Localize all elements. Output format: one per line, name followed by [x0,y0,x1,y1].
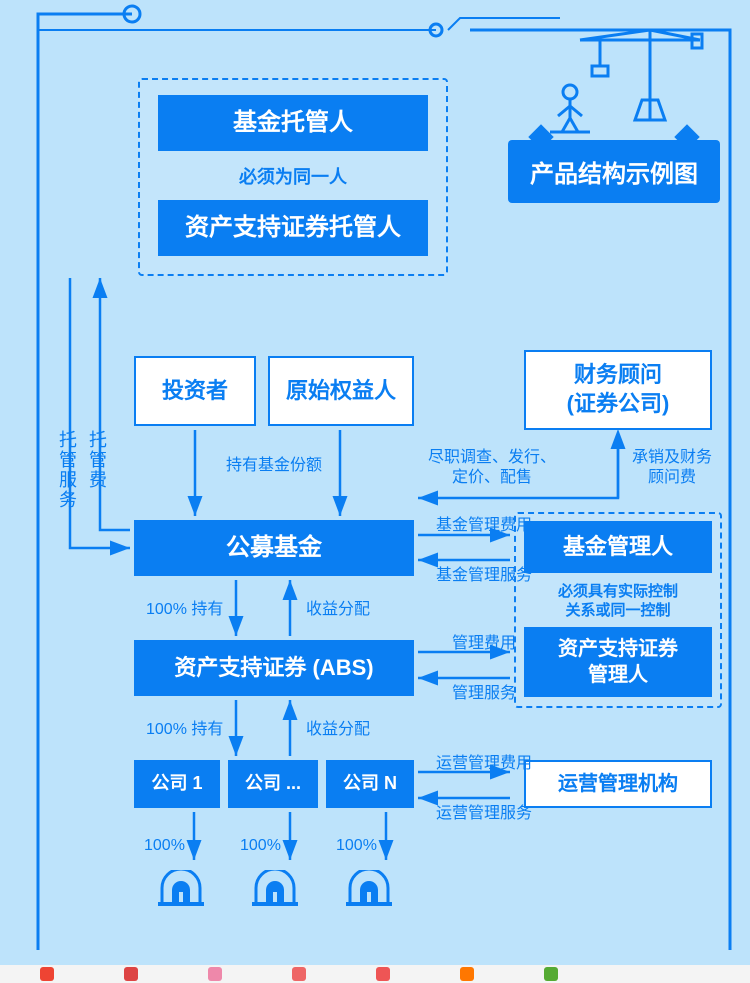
node-custodian_abs: 资产支持证券托管人 [158,200,428,256]
node-fin_advisor: 财务顾问 (证券公司) [524,350,712,430]
edge-label-pct3: 100% [336,836,377,856]
crane-illustration [540,20,710,140]
edge-label-pct1: 100% [144,836,185,856]
node-fund_manager: 基金管理人 [524,521,712,573]
edge-label-op_svc: 运营管理服务 [436,804,532,824]
custody-fee-label: 托管费 [84,430,110,490]
taskbar-app-icon [292,967,306,981]
edge-label-income1: 收益分配 [306,600,370,620]
taskbar-app-icon [40,967,54,981]
node-company_dots: 公司 ... [228,760,318,808]
node-company1: 公司 1 [134,760,220,808]
edge-label-income2: 收益分配 [306,720,370,740]
edge-label-mg_fee: 管理费用 [452,634,516,654]
edge-label-pct2: 100% [240,836,281,856]
taskbar-app-icon [460,967,474,981]
edge-label-mg_svc: 管理服务 [452,684,516,704]
node-abs: 资产支持证券 (ABS) [134,640,414,696]
node-ops_mgmt: 运营管理机构 [524,760,712,808]
node-companyN: 公司 N [326,760,414,808]
edge-label-dd_issue: 尽职调查、发行、 定价、配售 [428,448,556,488]
title-banner-text: 产品结构示例图 [530,161,698,188]
edge-label-hold_shares: 持有基金份额 [226,456,322,476]
taskbar-app-icon [544,967,558,981]
tunnel-icon [252,870,298,906]
node-custodian_note: 必须为同一人 [158,158,428,198]
node-investor: 投资者 [134,356,256,426]
edge-label-uw_fee: 承销及财务 顾问费 [632,448,712,488]
edge-label-hold2: 100% 持有 [146,720,223,740]
node-public_fund: 公募基金 [134,520,414,576]
title-banner: 产品结构示例图 [508,140,720,203]
node-abs_manager: 资产支持证券 管理人 [524,627,712,697]
edge-label-op_fee: 运营管理费用 [436,754,532,774]
node-manager_note: 必须具有实际控制 关系或同一控制 [524,578,712,624]
edge-label-fm_svc: 基金管理服务 [436,566,532,586]
node-originator: 原始权益人 [268,356,414,426]
node-custodian_fund: 基金托管人 [158,95,428,151]
diagram-canvas: 产品结构示例图 基金托管人必须为同一人资产支持证券托管人投资者原始权益人 财务顾问… [0,0,750,983]
tunnel-icon [158,870,204,906]
taskbar-app-icon [208,967,222,981]
edge-label-fm_fee: 基金管理费用 [436,516,532,536]
taskbar-app-icon [124,967,138,981]
custody-service-label: 托管服务 [54,430,80,510]
taskbar-app-icon [376,967,390,981]
taskbar-sliver [0,965,750,983]
tunnel-icon [346,870,392,906]
edge-label-hold1: 100% 持有 [146,600,223,620]
